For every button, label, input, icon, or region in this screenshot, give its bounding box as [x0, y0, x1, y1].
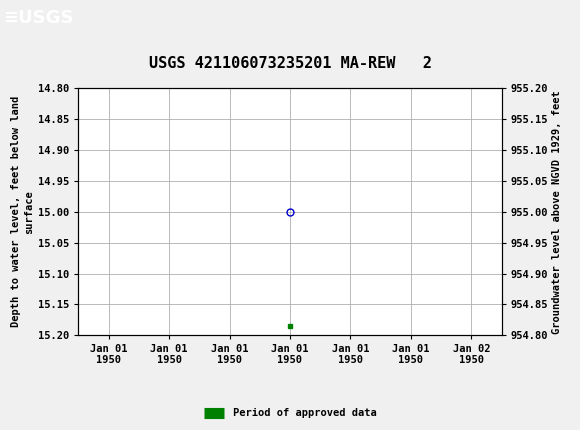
Legend: Period of approved data: Period of approved data	[200, 404, 380, 423]
Text: ≡USGS: ≡USGS	[3, 9, 74, 27]
Y-axis label: Depth to water level, feet below land
surface: Depth to water level, feet below land su…	[10, 96, 34, 327]
Text: USGS 421106073235201 MA-REW   2: USGS 421106073235201 MA-REW 2	[148, 56, 432, 71]
Y-axis label: Groundwater level above NGVD 1929, feet: Groundwater level above NGVD 1929, feet	[552, 90, 563, 334]
